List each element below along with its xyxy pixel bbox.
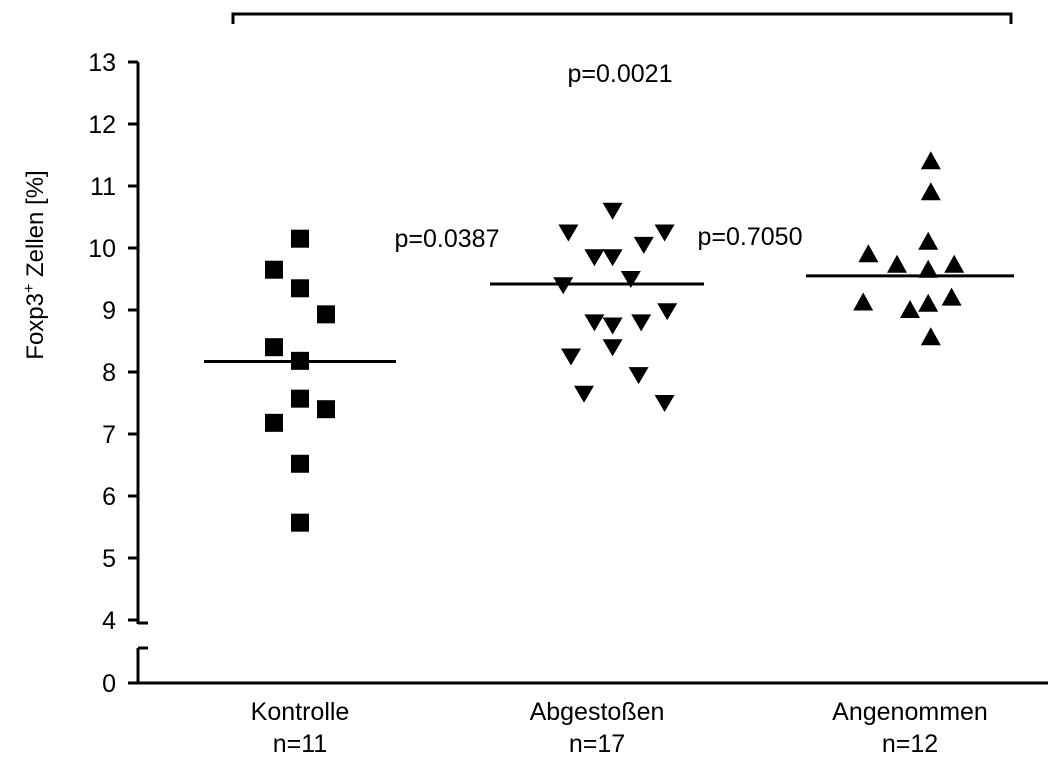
y-tick-label: 8 bbox=[102, 359, 116, 387]
y-axis-label-base: Foxp3 bbox=[22, 293, 49, 360]
square-marker bbox=[291, 389, 309, 408]
p-value-annotation: p=0.0387 bbox=[395, 225, 500, 253]
triangle-up-marker bbox=[944, 254, 965, 273]
y-tick-label: 10 bbox=[88, 235, 116, 263]
y-axis-label-rest: Zellen [%] bbox=[22, 170, 49, 283]
y-axis-label: Foxp3+ Zellen [%] bbox=[21, 170, 49, 359]
y-tick-label: 5 bbox=[102, 545, 116, 573]
triangle-down-marker bbox=[553, 277, 574, 295]
category-n-label: n=12 bbox=[882, 730, 938, 758]
triangle-down-marker bbox=[602, 339, 623, 357]
square-marker bbox=[265, 260, 283, 279]
significance-bracket bbox=[231, 12, 1013, 24]
triangle-down-marker bbox=[584, 314, 605, 332]
triangle-down-marker bbox=[561, 348, 581, 366]
y-axis-label-sup: + bbox=[21, 284, 38, 293]
square-marker bbox=[265, 413, 283, 432]
square-marker bbox=[291, 454, 309, 473]
triangle-up-marker bbox=[887, 254, 907, 273]
y-tick-label: 4 bbox=[102, 607, 116, 635]
axes: 13 12 11 10 9 8 7 6 5 4 0 bbox=[88, 12, 1048, 698]
y-tick-label: 12 bbox=[88, 111, 116, 139]
triangle-down-marker bbox=[654, 224, 675, 242]
annotations: p=0.0021 p=0.0387 p=0.7050 bbox=[395, 60, 803, 253]
y-tick-label: 6 bbox=[102, 483, 116, 511]
triangle-up-marker bbox=[900, 300, 920, 318]
triangle-up-marker bbox=[941, 287, 962, 306]
triangle-down-marker bbox=[633, 236, 654, 254]
triangle-up-marker bbox=[853, 292, 874, 311]
square-marker bbox=[291, 229, 309, 248]
mean-lines bbox=[204, 274, 1014, 363]
triangle-down-marker bbox=[602, 317, 623, 335]
triangle-down-marker bbox=[602, 249, 623, 267]
triangle-down-marker bbox=[584, 249, 605, 267]
y-tick-label: 13 bbox=[88, 49, 116, 77]
p-value-annotation: p=0.0021 bbox=[568, 60, 673, 88]
category-label: Abgestoßen bbox=[530, 698, 665, 726]
category-labels: Kontrolle n=11 Abgestoßen n=17 Angenommen n=1… bbox=[251, 698, 988, 758]
category-label: Kontrolle bbox=[251, 698, 350, 726]
category-n-label: n=11 bbox=[273, 730, 327, 758]
triangle-down-marker bbox=[657, 303, 678, 321]
y-tick-label: 0 bbox=[102, 670, 116, 698]
triangle-up-marker bbox=[918, 293, 939, 312]
y-tick-label: 11 bbox=[90, 173, 116, 201]
triangle-down-marker bbox=[620, 271, 641, 288]
triangle-up-marker bbox=[920, 327, 941, 346]
square-marker bbox=[265, 338, 283, 357]
square-marker bbox=[291, 513, 309, 532]
square-marker bbox=[317, 400, 335, 419]
triangle-up-marker bbox=[918, 231, 939, 250]
triangle-down-marker bbox=[602, 202, 623, 220]
data-points bbox=[265, 151, 965, 532]
triangle-down-marker bbox=[631, 314, 652, 332]
triangle-down-marker bbox=[558, 224, 579, 242]
triangle-up-marker bbox=[920, 151, 941, 170]
category-label: Angenommen bbox=[832, 698, 988, 726]
triangle-up-marker bbox=[920, 182, 941, 201]
triangle-up-marker bbox=[858, 244, 879, 263]
triangle-down-marker bbox=[654, 395, 675, 412]
triangle-up-marker bbox=[918, 259, 939, 278]
y-tick-label: 9 bbox=[102, 297, 116, 325]
triangle-down-marker bbox=[574, 385, 594, 403]
triangle-down-marker bbox=[628, 367, 649, 385]
y-tick-label: 7 bbox=[102, 421, 116, 449]
square-marker bbox=[291, 279, 309, 298]
p-value-annotation: p=0.7050 bbox=[698, 223, 803, 251]
square-marker bbox=[317, 305, 335, 324]
category-n-label: n=17 bbox=[569, 730, 625, 758]
